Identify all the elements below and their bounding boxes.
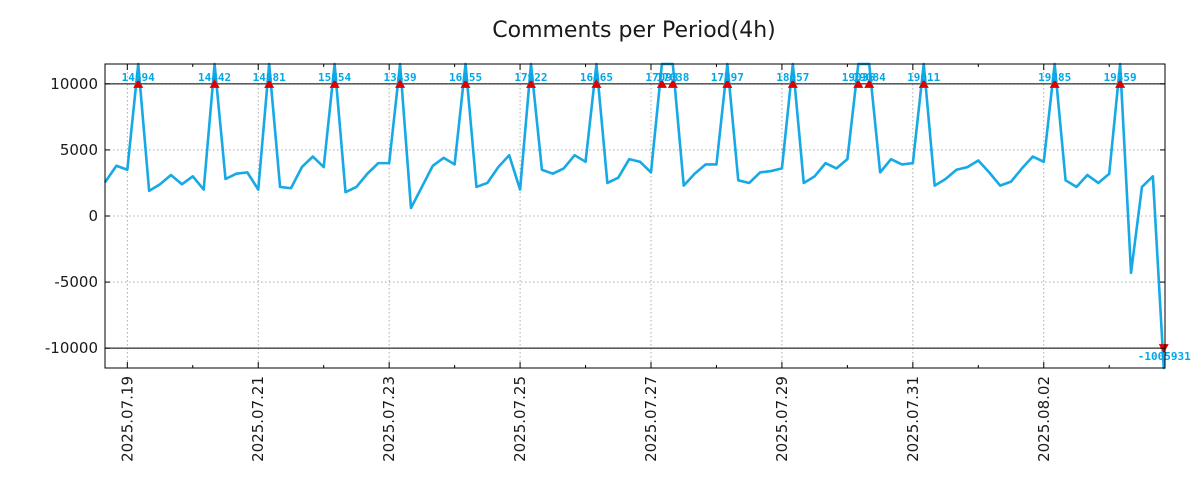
peak-marker [1049, 78, 1060, 88]
peak-label: 13439 [384, 71, 417, 84]
x-tick-label: 2025.07.29 [773, 376, 791, 462]
y-tick-label: 0 [88, 207, 98, 225]
threshold-lines [105, 83, 1165, 349]
y-tick-label: 10000 [50, 75, 98, 93]
peak-marker [329, 78, 340, 88]
y-axis: 10000 5000 0 -5000 -10000 [45, 75, 1165, 357]
peak-marker [853, 78, 864, 88]
x-tick-label: 2025.07.21 [249, 376, 267, 462]
peak-marker [667, 78, 678, 88]
chart-title: Comments per Period(4h) [492, 18, 776, 43]
peak-marker [864, 78, 875, 88]
peak-marker [591, 78, 602, 88]
peak-label: 14594 [122, 71, 155, 84]
peak-marker [395, 78, 406, 88]
peak-label: 19559 [1104, 71, 1137, 84]
peak-marker [918, 78, 929, 88]
peak-label: 17093 [645, 71, 678, 84]
peak-marker [133, 78, 144, 88]
y-tick-label: -10000 [45, 339, 98, 357]
trough-label: -1005931 [1138, 350, 1191, 363]
comments-series-line [104, 62, 1166, 370]
peak-marker [656, 78, 667, 88]
peak-label: 19036 [842, 71, 875, 84]
peak-marker [525, 78, 536, 88]
peak-marker [787, 78, 798, 88]
marker-layer [133, 78, 1169, 354]
x-tick-label: 2025.07.25 [511, 376, 529, 462]
x-tick-label: 2025.08.02 [1035, 376, 1053, 462]
peak-label: 16155 [449, 71, 482, 84]
peak-marker [1115, 78, 1126, 88]
y-tick-label: 5000 [60, 141, 98, 159]
x-axis: 2025.07.19 2025.07.21 2025.07.23 2025.07.25… [118, 64, 1110, 462]
peak-marker [460, 78, 471, 88]
peak-label-layer: 14594 14442 14881 15654 13439 16155 17922 16465… [122, 71, 1191, 363]
peak-label: 14442 [198, 71, 231, 84]
peak-marker [209, 78, 220, 88]
peak-label: 19285 [1038, 71, 1071, 84]
peak-label: 17297 [711, 71, 744, 84]
peak-label: 15654 [318, 71, 351, 84]
x-tick-label: 2025.07.19 [118, 376, 136, 462]
peak-label: 19084 [853, 71, 886, 84]
peak-label: 19011 [907, 71, 940, 84]
peak-label: 14881 [253, 71, 286, 84]
peak-marker [722, 78, 733, 88]
x-tick-label: 2025.07.27 [642, 376, 660, 462]
peak-label: 16465 [580, 71, 613, 84]
peak-label: 17922 [514, 71, 547, 84]
peak-label: 18057 [776, 71, 809, 84]
peak-marker [264, 78, 275, 88]
x-tick-label: 2025.07.31 [904, 376, 922, 462]
peak-label: 17038 [656, 71, 689, 84]
x-tick-label: 2025.07.23 [380, 376, 398, 462]
y-tick-label: -5000 [54, 273, 98, 291]
series-layer [104, 62, 1166, 370]
